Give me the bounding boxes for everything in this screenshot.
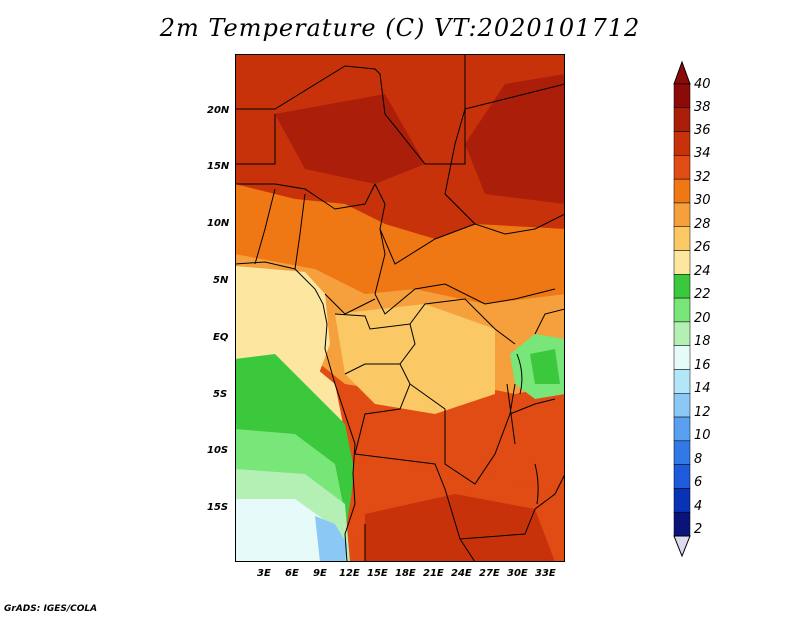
colorbar-swatch <box>673 250 691 275</box>
southern-land-hot <box>365 494 555 562</box>
lon-tick-label: 3E <box>257 568 271 579</box>
colorbar-swatch <box>673 178 691 204</box>
colorbar-label: 32 <box>694 170 711 185</box>
lon-tick-label: 18E <box>395 568 416 579</box>
colorbar <box>673 60 691 558</box>
colorbar-label: 20 <box>694 311 711 326</box>
lakes <box>506 353 539 505</box>
colorbar-swatch <box>673 131 691 156</box>
colorbar-swatch <box>673 155 691 180</box>
congo-basin-zone <box>335 304 495 414</box>
colorbar-swatch <box>673 274 691 299</box>
map-panel <box>235 54 565 562</box>
map-frame <box>235 54 565 562</box>
colorbar-label: 24 <box>694 264 711 279</box>
lat-tick-label: 15S <box>207 502 229 513</box>
colorbar-swatch <box>673 369 691 394</box>
ocean-coldest-zone <box>235 499 340 562</box>
footer-credit: GrADS: IGES/COLA <box>4 604 98 614</box>
colorbar-label: 12 <box>694 405 711 420</box>
colorbar-swatch <box>673 107 691 132</box>
colorbar-swatch <box>673 83 691 109</box>
chart-title: 2m Temperature (C) VT:2020101712 <box>159 14 641 42</box>
colorbar-label: 34 <box>694 146 711 161</box>
colorbar-label: 2 <box>694 522 703 537</box>
colorbar-swatch <box>673 416 691 442</box>
colorbar-label: 36 <box>694 123 711 138</box>
colorbar-label: 40 <box>694 77 711 92</box>
colorbar-label: 26 <box>694 240 711 255</box>
colorbar-swatch <box>673 202 691 227</box>
lon-tick-label: 6E <box>285 568 299 579</box>
lat-tick-label: EQ <box>213 332 229 343</box>
colorbar-top-arrow <box>673 60 691 85</box>
lat-tick-label: 20N <box>207 105 230 116</box>
lon-tick-label: 9E <box>313 568 327 579</box>
lat-tick-label: 10N <box>207 218 230 229</box>
country-borders <box>235 54 565 562</box>
colorbar-label: 14 <box>694 381 711 396</box>
warm-band-sahel <box>235 184 565 304</box>
colorbar-swatch <box>673 464 691 489</box>
coastline <box>235 261 356 562</box>
colorbar-label: 4 <box>694 499 703 514</box>
colorbar-swatch <box>673 345 691 370</box>
colorbar-label: 10 <box>694 428 711 443</box>
lon-tick-label: 30E <box>507 568 528 579</box>
colorbar-swatch <box>673 393 691 418</box>
ocean-benguela-zone <box>315 516 347 562</box>
colorbar-label: 8 <box>694 452 703 467</box>
colorbar-swatch <box>673 226 691 251</box>
lat-tick-label: 10S <box>207 445 229 456</box>
lon-tick-label: 33E <box>535 568 556 579</box>
lat-tick-label: 15N <box>207 161 230 172</box>
colorbar-label: 16 <box>694 358 711 373</box>
lon-tick-label: 24E <box>451 568 472 579</box>
lon-tick-label: 15E <box>367 568 388 579</box>
lon-tick-label: 21E <box>423 568 444 579</box>
colorbar-swatch <box>673 511 691 537</box>
colorbar-swatch <box>673 297 691 323</box>
colorbar-swatch <box>673 488 691 513</box>
colorbar-label: 6 <box>694 475 703 490</box>
colorbar-swatch <box>673 321 691 346</box>
colorbar-bottom-arrow <box>673 535 691 558</box>
colorbar-label: 22 <box>694 287 711 302</box>
lat-tick-label: 5S <box>213 389 228 400</box>
lat-tick-label: 5N <box>213 275 229 286</box>
lon-tick-label: 12E <box>339 568 360 579</box>
colorbar-label: 28 <box>694 217 711 232</box>
colorbar-label: 38 <box>694 100 711 115</box>
colorbar-swatch <box>673 440 691 465</box>
colorbar-swatches <box>673 83 691 537</box>
colorbar-label: 18 <box>694 334 711 349</box>
colorbar-label: 30 <box>694 193 711 208</box>
lon-tick-label: 27E <box>479 568 500 579</box>
hottest-zone-sudan <box>465 74 565 204</box>
east-africa-lakes-coolest <box>530 349 560 384</box>
temperature-map <box>235 54 565 562</box>
